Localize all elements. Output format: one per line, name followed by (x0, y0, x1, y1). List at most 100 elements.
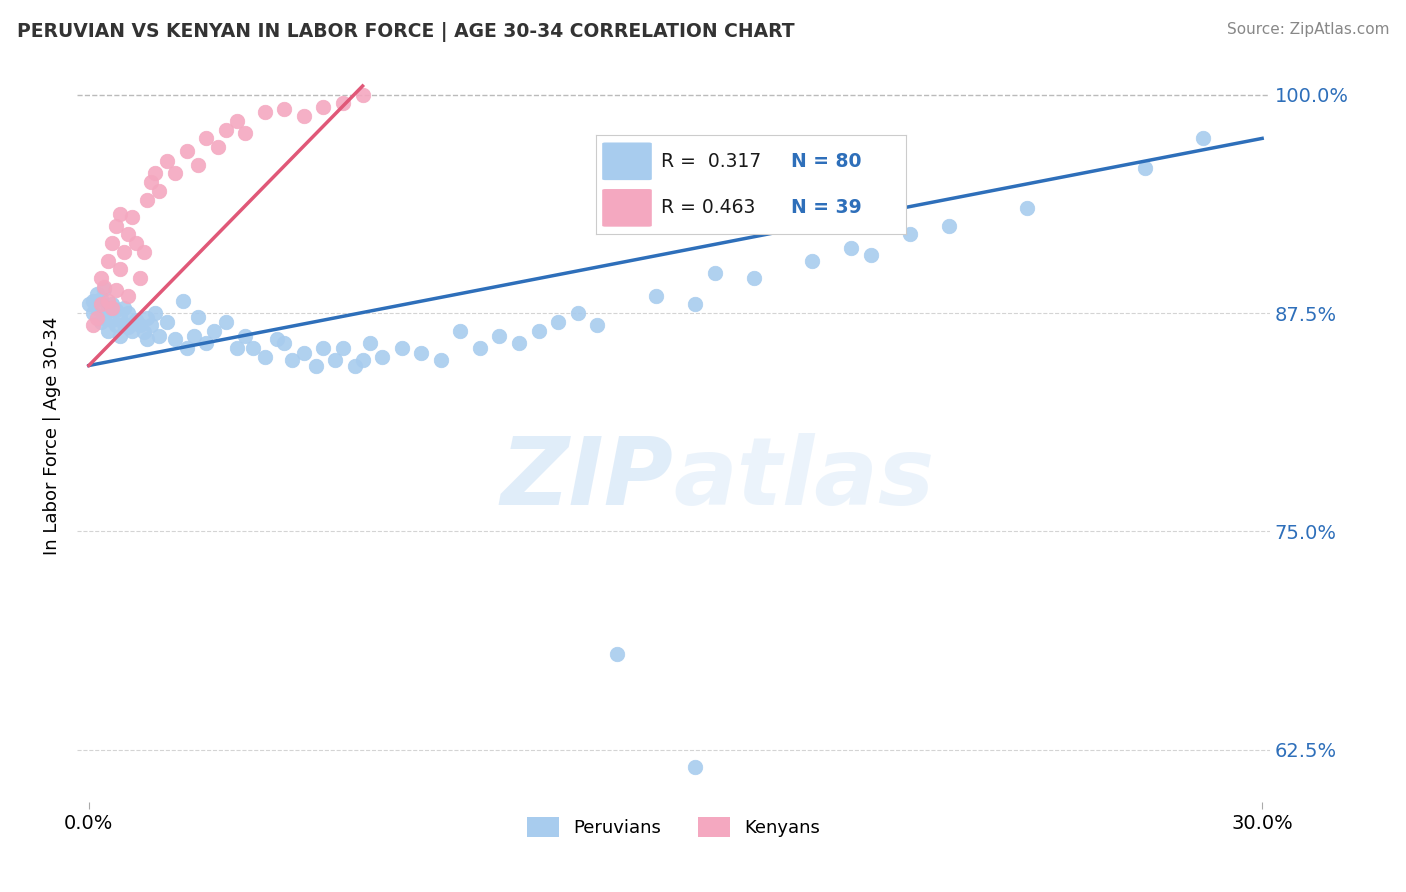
Point (86, 311, 108, 326)
Point (226, 114, 249, 128)
Point (136, 332, 159, 346)
Point (645, 288, 668, 302)
Point (233, 328, 256, 343)
Point (108, 262, 131, 277)
Point (82, 318, 104, 333)
Point (101, 301, 124, 315)
Point (143, 166, 166, 180)
Point (468, 341, 491, 355)
Point (860, 248, 883, 262)
Point (121, 210, 143, 224)
Text: PERUVIAN VS KENYAN IN LABOR FORCE | AGE 30-34 CORRELATION CHART: PERUVIAN VS KENYAN IN LABOR FORCE | AGE … (17, 22, 794, 42)
Point (195, 131, 218, 145)
Point (97, 253, 120, 268)
Point (449, 324, 471, 338)
Point (391, 341, 413, 355)
Point (132, 244, 155, 259)
Point (305, 359, 328, 373)
Point (332, 96, 354, 111)
Point (93, 311, 115, 326)
Point (93, 280, 115, 294)
Point (273, 335, 295, 350)
Point (86, 286, 108, 301)
Point (332, 341, 354, 355)
Point (411, 346, 433, 360)
Point (90, 271, 112, 285)
Point (215, 122, 238, 136)
Point (253, 105, 276, 120)
Point (172, 293, 194, 308)
Point (121, 324, 143, 338)
Point (292, 109, 315, 123)
Point (253, 350, 276, 364)
Point (82, 293, 104, 308)
Point (108, 206, 131, 220)
Point (105, 318, 128, 333)
Point (527, 324, 550, 338)
Point (156, 315, 179, 329)
Point (187, 158, 209, 172)
Point (312, 341, 335, 355)
Point (343, 359, 366, 373)
Point (136, 193, 159, 207)
Point (86, 301, 108, 315)
Text: Source: ZipAtlas.com: Source: ZipAtlas.com (1226, 22, 1389, 37)
Point (105, 302, 128, 317)
Point (132, 326, 155, 340)
Point (101, 313, 124, 327)
Point (108, 310, 131, 324)
Text: atlas: atlas (673, 434, 935, 525)
Point (112, 301, 135, 315)
Point (90, 292, 112, 306)
Text: ZIP: ZIP (501, 434, 673, 525)
Point (93, 282, 115, 296)
Point (1017, 201, 1039, 215)
Point (430, 353, 453, 368)
Point (266, 332, 288, 346)
Point (1192, 131, 1215, 145)
Point (128, 271, 150, 285)
Point (898, 227, 921, 242)
Point (683, 760, 706, 774)
Point (187, 310, 209, 324)
Point (488, 328, 510, 343)
Point (202, 324, 225, 338)
Point (163, 332, 186, 346)
Point (77, 297, 100, 311)
Point (226, 341, 249, 355)
Point (97, 304, 120, 318)
Point (352, 87, 374, 102)
Point (183, 328, 205, 343)
Point (156, 154, 179, 169)
Point (371, 350, 394, 364)
Point (117, 306, 139, 320)
Point (606, 647, 628, 661)
Point (567, 306, 589, 320)
Point (242, 341, 264, 355)
Point (101, 236, 124, 251)
Point (176, 144, 198, 158)
Point (323, 353, 346, 368)
Point (97, 293, 120, 308)
Point (352, 353, 374, 368)
Point (105, 284, 128, 298)
Point (586, 318, 609, 333)
Point (233, 126, 256, 140)
Point (117, 320, 139, 334)
Point (141, 318, 163, 333)
Point (742, 271, 765, 285)
Point (508, 335, 530, 350)
Point (801, 253, 824, 268)
Point (101, 297, 124, 311)
Point (108, 328, 131, 343)
Point (82, 306, 104, 320)
Point (125, 236, 148, 251)
Legend: Peruvians, Kenyans: Peruvians, Kenyans (519, 809, 828, 845)
Point (148, 328, 170, 343)
Point (128, 318, 150, 333)
Point (90, 297, 112, 311)
Point (1133, 161, 1156, 175)
Point (841, 242, 863, 256)
Point (359, 335, 381, 350)
Point (312, 100, 335, 114)
